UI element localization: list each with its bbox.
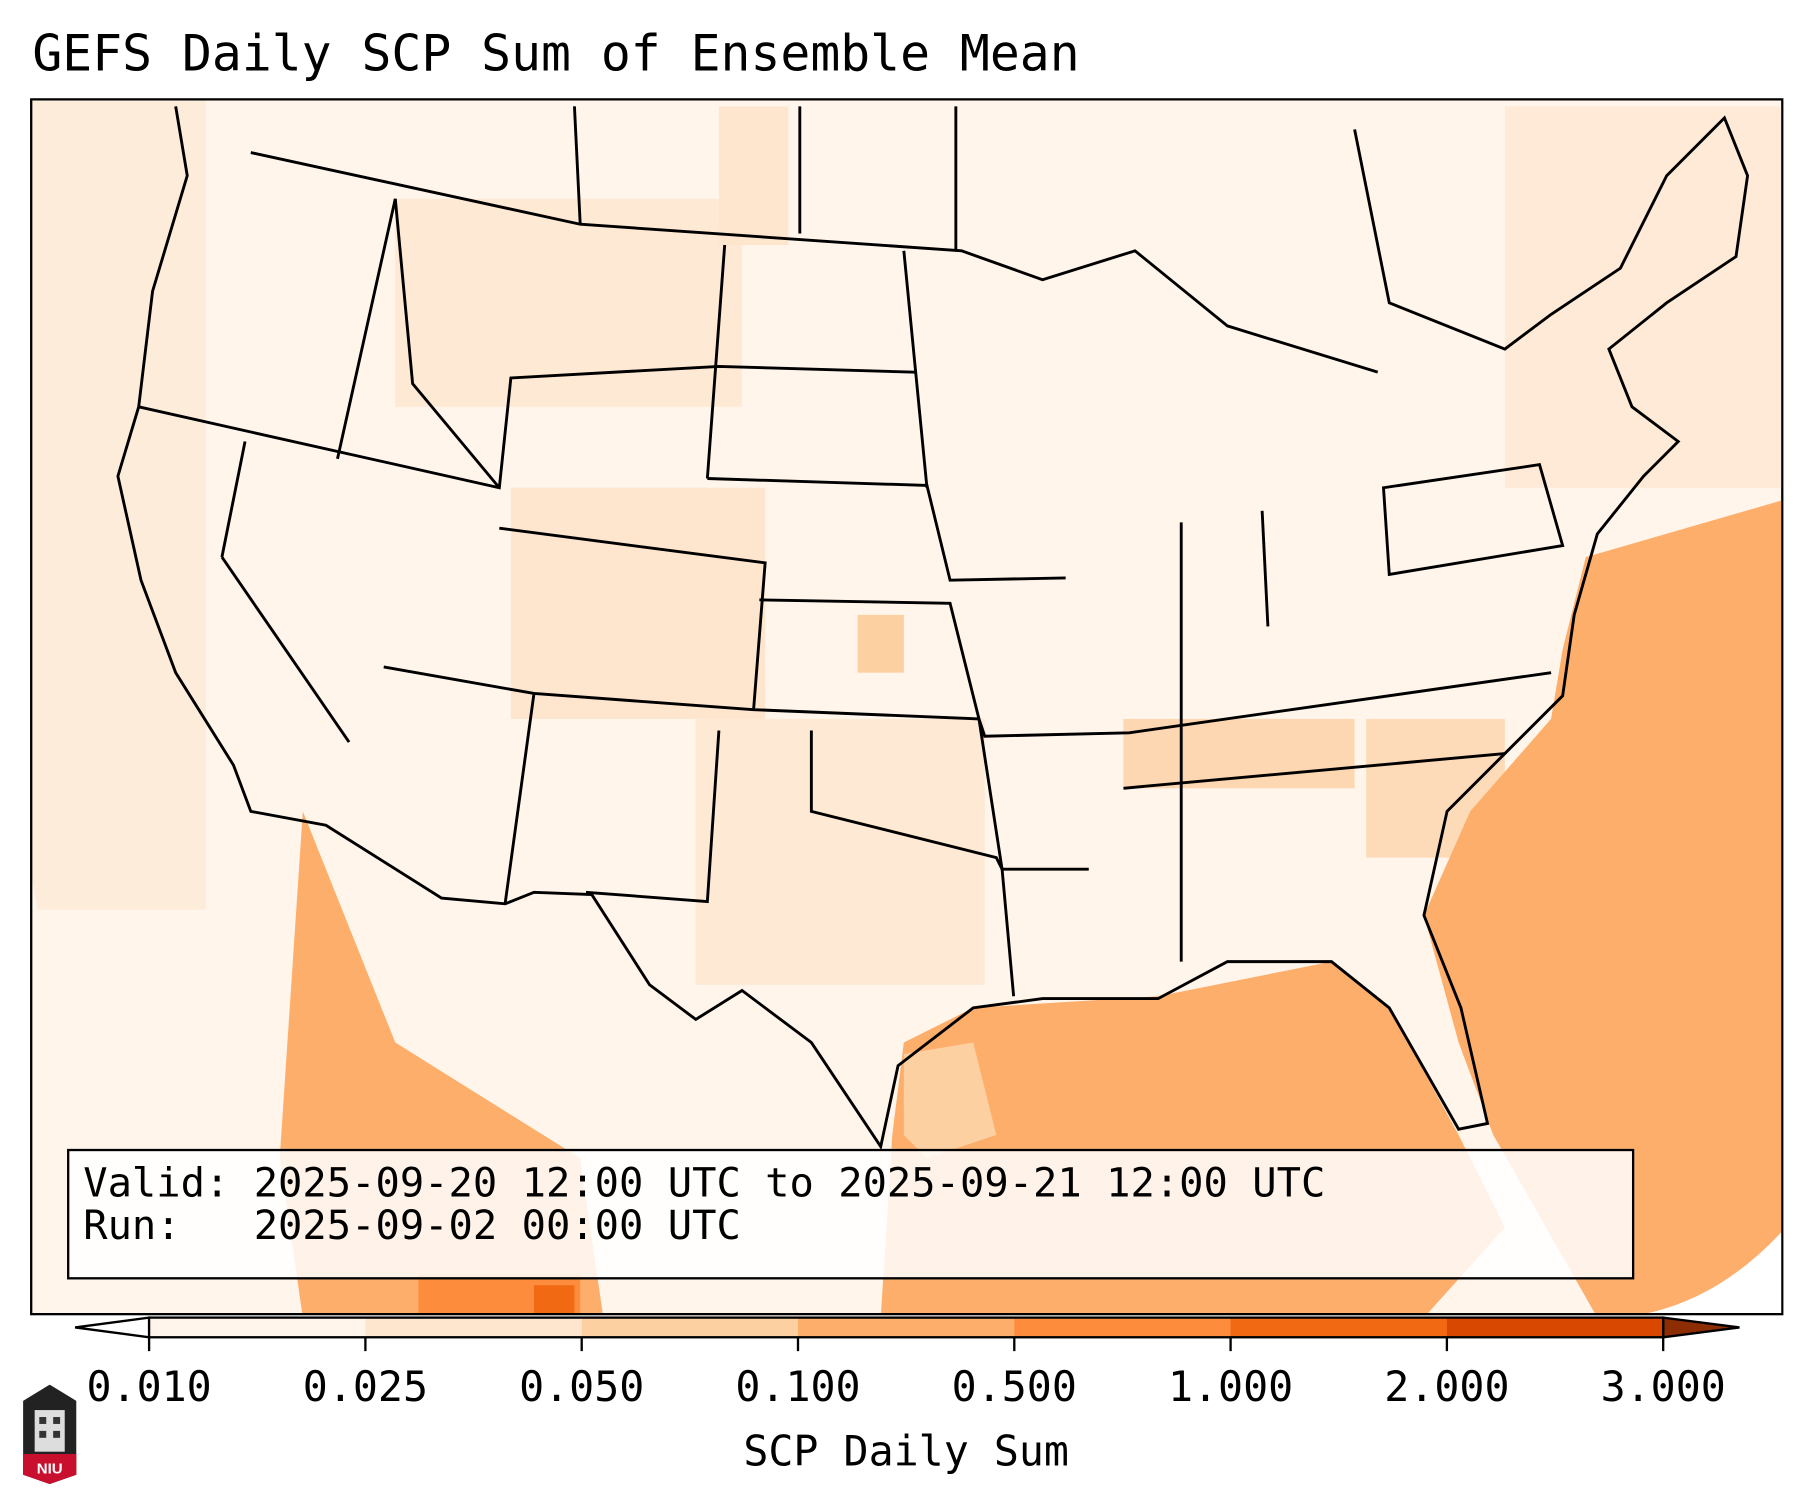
- boundaries: [116, 106, 1750, 1151]
- colorbar-tick-label: 2.000: [1384, 1363, 1510, 1412]
- colorbar-segment: [1230, 1317, 1448, 1338]
- colorbar-segment: [581, 1317, 799, 1338]
- colorbar-tick-label: 1.000: [1167, 1363, 1294, 1412]
- svg-text:NIU: NIU: [37, 1461, 63, 1478]
- colorbar-segment: [797, 1317, 1015, 1338]
- colorbar-segment: [1014, 1317, 1232, 1338]
- colorbar-tick-label: 0.100: [735, 1363, 861, 1412]
- colorbar-tick-label: 0.025: [302, 1363, 429, 1412]
- colorbar-label: SCP Daily Sum: [743, 1428, 1069, 1476]
- colorbar: [74, 1316, 1740, 1352]
- colorbar-tick-label: 0.050: [519, 1363, 645, 1412]
- map-canvas: [32, 100, 1782, 1313]
- run-time-text: Run: 2025-09-02 00:00 UTC: [83, 1203, 741, 1250]
- colorbar-segment: [149, 1317, 366, 1338]
- colorbar-under-extension: [74, 1316, 151, 1339]
- colorbar-frame: [147, 1316, 1665, 1339]
- colorbar-segment: [1446, 1317, 1664, 1338]
- colorbar-tick-label: 0.010: [86, 1363, 212, 1412]
- map-panel: [30, 98, 1784, 1316]
- chart-title: GEFS Daily SCP Sum of Ensemble Mean: [32, 25, 1080, 84]
- valid-time-text: Valid: 2025-09-20 12:00 UTC to 2025-09-2…: [83, 1160, 1326, 1207]
- niu-logo: NIU: [23, 1384, 77, 1485]
- colorbar-over-extension: [1662, 1316, 1740, 1339]
- colorbar-tick-label: 3.000: [1600, 1363, 1726, 1412]
- colorbar-segment: [365, 1317, 583, 1338]
- valid-run-info-box: Valid: 2025-09-20 12:00 UTC to 2025-09-2…: [67, 1148, 1635, 1280]
- colorbar-tick-label: 0.500: [951, 1363, 1077, 1412]
